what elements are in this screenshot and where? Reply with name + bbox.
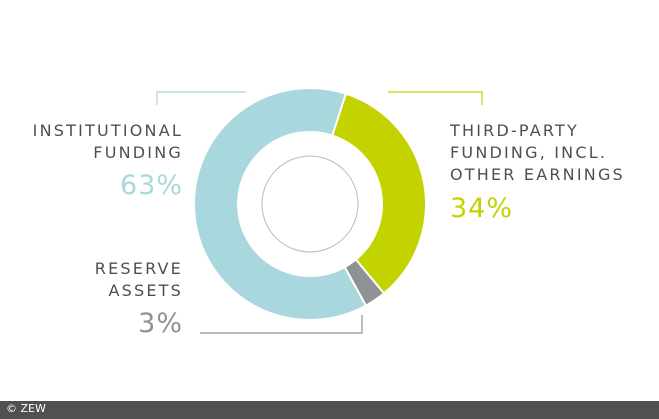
- reserve-label-line1: RESERVE: [94, 259, 183, 278]
- leader-line-reserve: [200, 315, 363, 334]
- institutional-pct: 63%: [119, 170, 183, 201]
- thirdparty-label-line3: OTHER EARNINGS: [450, 165, 625, 184]
- thirdparty-label-line2: FUNDING, INCL.: [450, 143, 608, 162]
- leader-line-thirdparty: [388, 91, 483, 105]
- institutional-label: INSTITUTIONAL FUNDING: [33, 120, 183, 164]
- leader-line-institutional: [156, 91, 246, 105]
- slice-institutional: [193, 87, 368, 321]
- institutional-label-line2: FUNDING: [93, 143, 183, 162]
- thirdparty-label: THIRD-PARTY FUNDING, INCL. OTHER EARNING…: [450, 120, 625, 186]
- donut-chart: [156, 87, 483, 334]
- slice-third-party: [330, 92, 427, 295]
- reserve-label-line2: ASSETS: [108, 281, 183, 300]
- credit-text: © ZEW: [6, 402, 46, 415]
- reserve-pct: 3%: [138, 308, 183, 339]
- thirdparty-pct: 34%: [450, 193, 514, 224]
- credit-bar: © ZEW: [0, 401, 659, 419]
- thirdparty-label-line1: THIRD-PARTY: [450, 121, 580, 140]
- institutional-label-line1: INSTITUTIONAL: [32, 121, 183, 140]
- inner-ring: [261, 155, 359, 253]
- reserve-label: RESERVE ASSETS: [95, 258, 183, 302]
- donut-slices: [193, 87, 427, 321]
